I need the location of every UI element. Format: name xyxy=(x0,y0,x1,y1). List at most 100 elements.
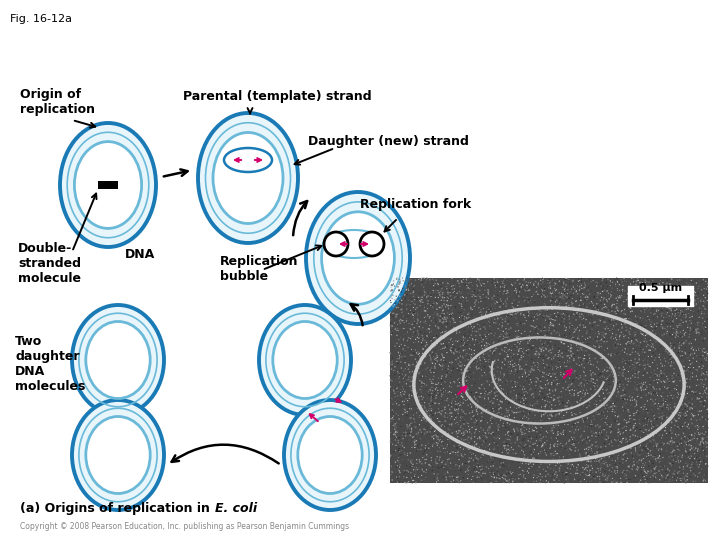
Point xyxy=(609,344,621,353)
Point xyxy=(669,384,680,393)
Point xyxy=(606,463,618,472)
Point xyxy=(490,304,501,313)
Point xyxy=(416,401,428,410)
Point xyxy=(386,286,397,294)
Point xyxy=(620,443,631,451)
Point xyxy=(413,377,425,386)
Point xyxy=(418,283,430,292)
Point xyxy=(650,439,662,448)
Point xyxy=(629,449,640,458)
Point xyxy=(471,471,482,480)
Point xyxy=(641,277,652,286)
Point xyxy=(463,454,474,463)
Point xyxy=(477,279,489,288)
Point xyxy=(656,383,667,392)
Point xyxy=(629,395,640,404)
Point xyxy=(662,332,674,340)
Point xyxy=(565,446,577,454)
Point xyxy=(639,444,650,453)
Point xyxy=(595,461,607,469)
Point xyxy=(612,467,624,475)
Point xyxy=(577,312,589,320)
Point xyxy=(479,341,490,349)
Point xyxy=(602,462,613,471)
Point xyxy=(516,306,528,314)
Point xyxy=(644,316,655,325)
Point xyxy=(691,382,703,391)
Point xyxy=(608,287,620,296)
Point xyxy=(404,429,415,437)
Point xyxy=(653,458,665,467)
Point xyxy=(460,467,472,476)
Point xyxy=(654,335,665,343)
Point xyxy=(443,434,454,443)
Point xyxy=(689,411,701,420)
Point xyxy=(484,391,495,400)
Point xyxy=(630,409,642,417)
Point xyxy=(651,383,662,392)
Point xyxy=(562,289,573,298)
Point xyxy=(450,419,462,428)
Point xyxy=(390,423,402,431)
Point xyxy=(515,420,526,428)
Point xyxy=(680,477,691,485)
Point xyxy=(503,427,514,436)
Point xyxy=(494,381,505,390)
Point xyxy=(646,352,657,361)
Point xyxy=(592,383,603,391)
Point xyxy=(523,334,535,343)
Point xyxy=(400,384,411,393)
Point xyxy=(554,330,565,339)
Point xyxy=(603,350,614,359)
Point xyxy=(502,276,513,285)
Point xyxy=(449,442,460,450)
Point xyxy=(456,369,468,377)
Point xyxy=(554,356,565,365)
Point xyxy=(520,298,531,306)
Point xyxy=(530,327,541,335)
Point xyxy=(528,393,539,402)
Point xyxy=(567,366,579,375)
Point xyxy=(700,397,711,406)
Point xyxy=(528,316,539,325)
Point xyxy=(611,465,623,474)
Point xyxy=(640,468,652,477)
Point xyxy=(640,321,652,330)
Point xyxy=(497,358,508,367)
Point xyxy=(394,478,405,487)
Point xyxy=(599,318,611,327)
Point xyxy=(572,329,584,338)
Point xyxy=(549,442,560,451)
Point xyxy=(529,418,541,427)
Point xyxy=(523,438,535,447)
Point xyxy=(446,399,457,408)
Point xyxy=(420,465,432,474)
Point xyxy=(638,386,649,394)
Point xyxy=(538,410,549,419)
Point xyxy=(438,456,449,465)
Point xyxy=(680,328,691,337)
Point xyxy=(393,401,405,409)
Point xyxy=(687,283,698,292)
Point xyxy=(598,338,610,346)
Point xyxy=(471,283,482,292)
Point xyxy=(688,477,699,485)
Point xyxy=(403,392,415,400)
Point xyxy=(544,334,555,342)
Point xyxy=(405,458,417,467)
Point xyxy=(521,361,532,369)
Point xyxy=(525,296,536,305)
Point xyxy=(466,415,477,423)
Point xyxy=(475,452,487,461)
Point xyxy=(415,388,427,396)
Point xyxy=(417,345,428,353)
Point xyxy=(666,313,678,321)
Point xyxy=(494,351,505,360)
Point xyxy=(591,415,603,423)
Point xyxy=(482,288,494,297)
Point xyxy=(593,467,604,475)
Point xyxy=(444,438,456,447)
Point xyxy=(416,441,428,449)
Point xyxy=(577,463,589,472)
Point xyxy=(605,320,616,329)
